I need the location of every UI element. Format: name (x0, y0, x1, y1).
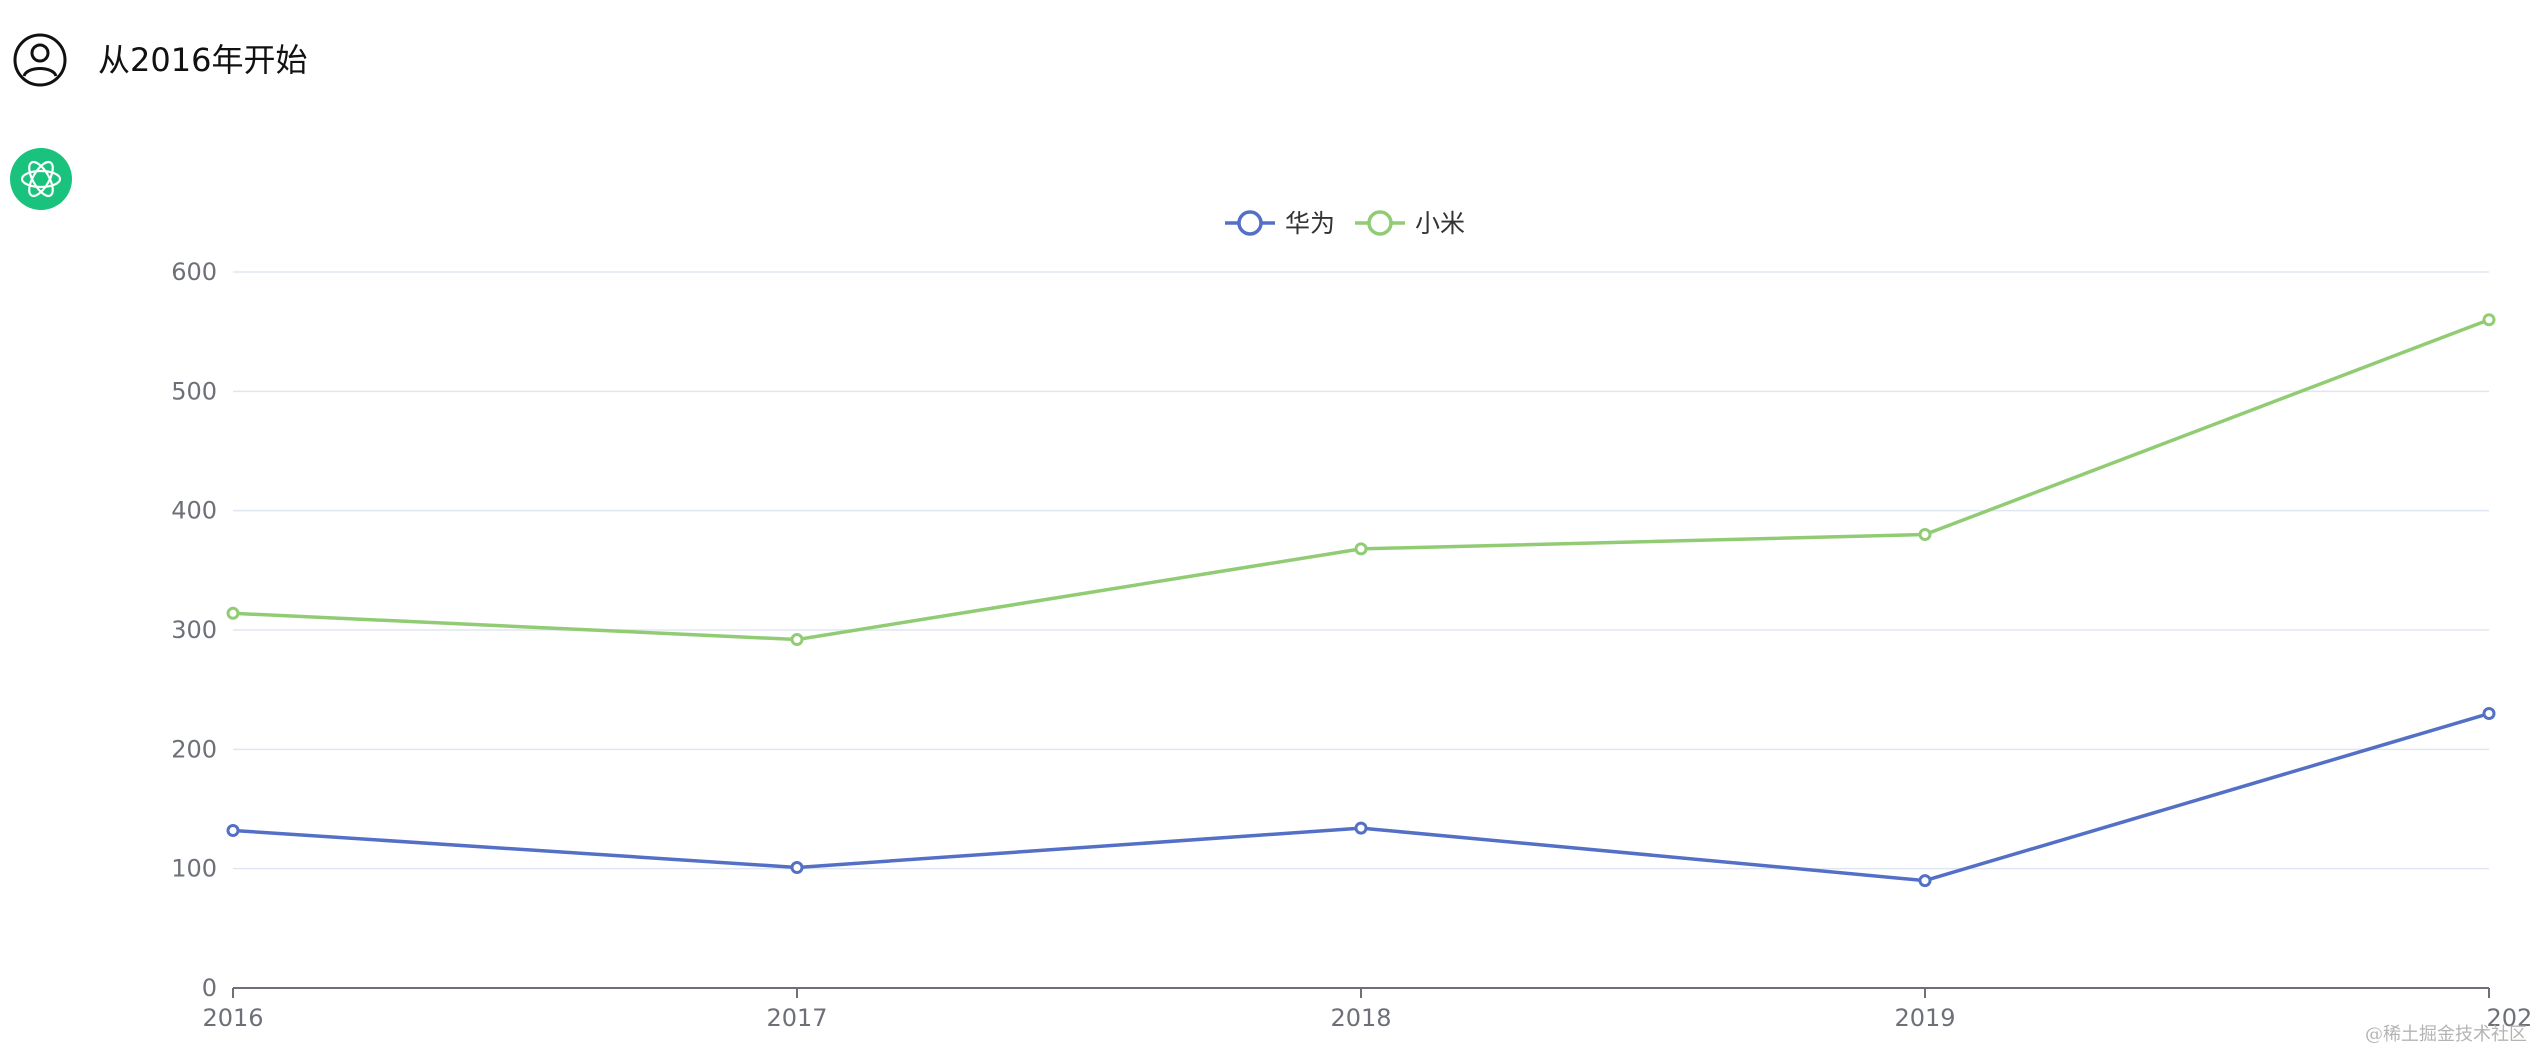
grid-lines (233, 271, 2489, 870)
x-tick-label: 2018 (1330, 1004, 1391, 1032)
y-tick-label: 500 (171, 377, 217, 405)
legend-item[interactable]: 华为 (1225, 209, 1335, 238)
series-group (226, 313, 2496, 888)
x-tick-label: 2016 (202, 1004, 263, 1032)
data-point[interactable] (1354, 821, 1368, 835)
axes: 0 100 200 300 400 500 600 2016 2017 2018 2019 2020 (171, 258, 2533, 1032)
data-point[interactable] (1918, 874, 1932, 888)
assistant-avatar (10, 148, 72, 210)
y-tick-label: 0 (202, 974, 217, 1002)
openai-logo-icon (20, 160, 62, 198)
x-tick-label: 2017 (766, 1004, 827, 1032)
y-tick-label: 300 (171, 616, 217, 644)
legend-marker (1237, 210, 1263, 236)
legend-label: 小米 (1415, 209, 1465, 238)
y-tick-label: 200 (171, 735, 217, 763)
data-point[interactable] (1354, 542, 1368, 556)
user-message: 从2016年开始 (98, 41, 308, 79)
data-point[interactable] (790, 860, 804, 874)
data-point[interactable] (2482, 707, 2496, 721)
y-tick-label: 600 (171, 258, 217, 286)
user-avatar (13, 33, 67, 87)
data-point[interactable] (1918, 528, 1932, 542)
y-tick-label: 400 (171, 497, 217, 525)
data-point[interactable] (226, 606, 240, 620)
legend-label: 华为 (1285, 209, 1335, 238)
x-tick-label: 2019 (1894, 1004, 1955, 1032)
legend-item[interactable]: 小米 (1355, 209, 1465, 238)
series-line (232, 711, 2490, 883)
data-point[interactable] (2482, 313, 2496, 327)
series-line (232, 318, 2490, 642)
x-tick-label: 2020 (2486, 1004, 2533, 1032)
watermark: @稀土掘金技术社区 (2365, 1024, 2527, 1045)
data-point[interactable] (226, 823, 240, 837)
y-tick-label: 100 (171, 855, 217, 883)
legend-marker (1367, 210, 1393, 236)
user-circle-icon (13, 33, 67, 87)
data-point[interactable] (790, 633, 804, 647)
legend: 华为 小米 (1225, 209, 1465, 238)
